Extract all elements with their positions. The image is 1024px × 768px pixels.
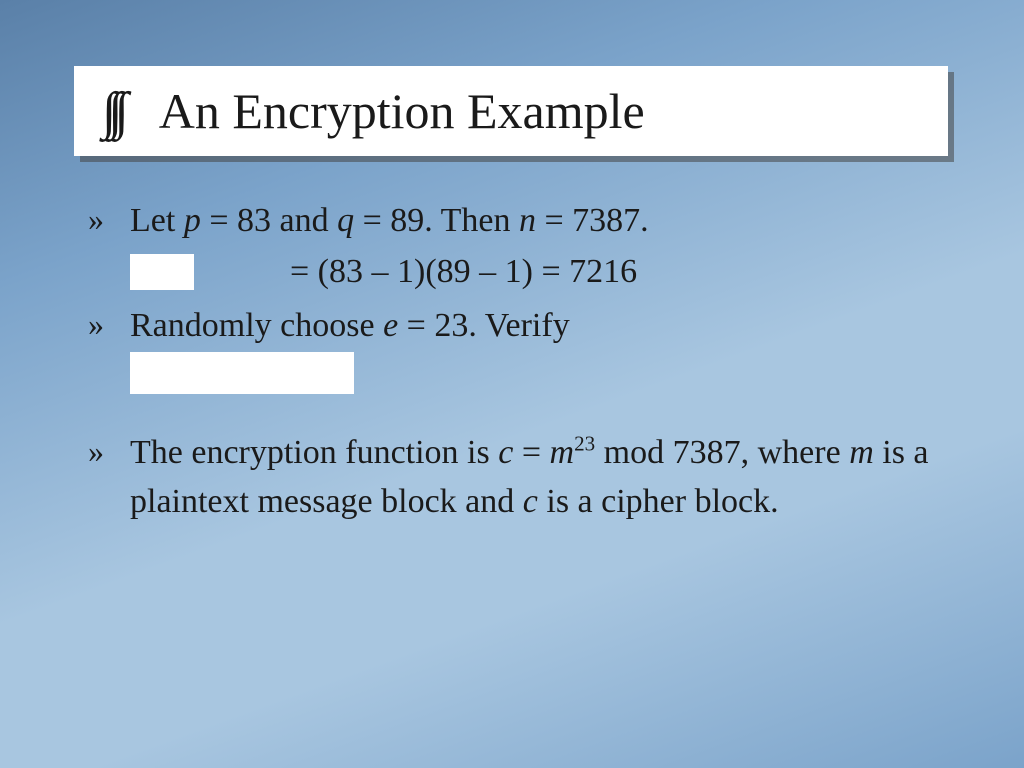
bullet-marker: » bbox=[88, 301, 130, 350]
integral-icon: ∫∫∫ bbox=[102, 82, 121, 141]
blank-line-2 bbox=[130, 352, 948, 394]
slide-title: An Encryption Example bbox=[159, 82, 645, 140]
slide-title-box: ∫∫∫ An Encryption Example bbox=[74, 66, 948, 156]
slide-body: » Let p = 83 and q = 89. Then n = 7387. … bbox=[88, 196, 948, 528]
bullet-item-3: » The encryption function is c = m23 mod… bbox=[88, 428, 948, 527]
bullet-marker: » bbox=[88, 196, 130, 245]
equation-line-1: = (83 – 1)(89 – 1) = 7216 bbox=[130, 247, 948, 296]
blank-box-phi bbox=[130, 254, 194, 290]
bullet-text: The encryption function is c = m23 mod 7… bbox=[130, 428, 948, 527]
blank-box-gcd bbox=[130, 352, 354, 394]
bullet-marker: » bbox=[88, 428, 130, 527]
equation-text: = (83 – 1)(89 – 1) = 7216 bbox=[290, 247, 637, 296]
bullet-text: Randomly choose e = 23. Verify bbox=[130, 301, 948, 350]
bullet-item-1: » Let p = 83 and q = 89. Then n = 7387. bbox=[88, 196, 948, 245]
bullet-text: Let p = 83 and q = 89. Then n = 7387. bbox=[130, 196, 948, 245]
bullet-item-2: » Randomly choose e = 23. Verify bbox=[88, 301, 948, 350]
